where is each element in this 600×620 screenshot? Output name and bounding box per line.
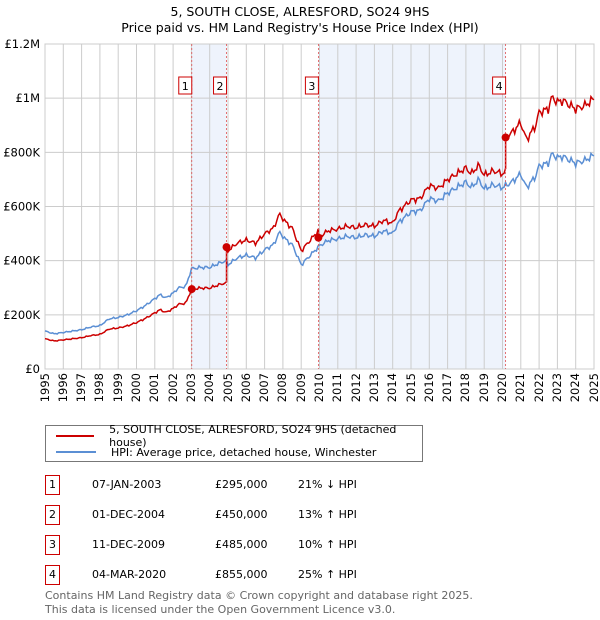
- x-tick-label: 2017: [440, 373, 455, 403]
- sale-label: 1: [182, 80, 189, 93]
- x-tick-label: 2020: [495, 373, 509, 403]
- sale-hpi-diff: 10% ↑ HPI: [298, 538, 357, 551]
- sale-price: £855,000: [215, 568, 268, 581]
- sale-price: £485,000: [215, 538, 268, 551]
- sale-number-badge: 1: [45, 475, 60, 495]
- sale-point: [314, 233, 323, 242]
- x-tick-label: 2002: [165, 373, 180, 403]
- x-tick-label: 2024: [568, 373, 583, 403]
- hpi-line: [44, 151, 595, 335]
- x-tick-label: 2015: [403, 373, 418, 403]
- footer-line-1: Contains HM Land Registry data © Crown c…: [45, 589, 473, 602]
- x-tick-label: 2000: [129, 373, 143, 403]
- sale-point: [222, 243, 231, 252]
- x-tick-label: 2016: [421, 373, 436, 403]
- sale-label-box: [178, 76, 193, 95]
- y-tick-label: £600K: [3, 200, 40, 214]
- y-tick-label: £1M: [15, 91, 40, 105]
- x-tick-label: 2021: [513, 373, 528, 403]
- x-tick-label: 2001: [147, 373, 162, 403]
- sale-number-badge: 4: [45, 565, 60, 585]
- x-tick-label: 2014: [385, 373, 400, 403]
- sale-date: 07-JAN-2003: [92, 478, 162, 491]
- legend: 5, SOUTH CLOSE, ALRESFORD, SO24 9HS (det…: [45, 423, 423, 462]
- x-tick-label: 1996: [55, 373, 70, 403]
- price-chart: £0 £200K £400K £600K £800K £1M £1.2M 1 2 3 4: [3, 37, 595, 376]
- sale-point: [187, 285, 196, 294]
- x-tick-label: 2008: [275, 373, 290, 403]
- sale-label-box: [213, 76, 228, 95]
- legend-swatch-red: [56, 435, 95, 437]
- y-tick-label: £0: [25, 362, 40, 376]
- sale-label: 2: [217, 80, 224, 93]
- plot-border: [44, 43, 595, 370]
- x-tick-label: 2019: [476, 373, 491, 403]
- y-tick-label: £1.2M: [4, 37, 40, 51]
- y-tick-label: £400K: [3, 254, 40, 268]
- x-tick-label: 2009: [293, 373, 308, 403]
- x-tick-label: 2011: [330, 373, 345, 403]
- sale-label-box: [492, 76, 507, 95]
- sale-number-badge: 2: [45, 505, 60, 525]
- sale-label: 4: [496, 80, 503, 93]
- x-tick-label: 2005: [220, 373, 235, 403]
- x-tick-label: 2004: [202, 373, 217, 403]
- chart-subtitle: Price paid vs. HM Land Registry's House …: [121, 20, 479, 35]
- x-tick-label: 1995: [37, 373, 52, 403]
- x-tick-label: 2010: [312, 373, 326, 403]
- y-tick-label: £800K: [3, 145, 40, 159]
- sale-hpi-diff: 21% ↓ HPI: [298, 478, 357, 491]
- x-tick-label: 2006: [238, 373, 253, 403]
- chart-title: 5, SOUTH CLOSE, ALRESFORD, SO24 9HS: [170, 4, 430, 19]
- sale-point: [501, 133, 510, 142]
- legend-item-hpi: HPI: Average price, detached house, Winc…: [56, 444, 376, 460]
- x-tick-label: 2025: [586, 373, 600, 403]
- sale-number-badge: 3: [45, 535, 60, 555]
- x-tick-label: 2013: [366, 373, 381, 403]
- x-tick-label: 1998: [92, 373, 107, 403]
- x-tick-label: 2012: [348, 373, 363, 403]
- sale-label: 3: [308, 80, 315, 93]
- legend-item-property: 5, SOUTH CLOSE, ALRESFORD, SO24 9HS (det…: [56, 423, 422, 449]
- x-tick-label: 2007: [257, 373, 272, 403]
- legend-swatch-blue: [56, 451, 96, 453]
- x-tick-label: 1997: [74, 373, 89, 403]
- sale-date: 01-DEC-2004: [92, 508, 166, 521]
- x-tick-label: 2018: [458, 373, 473, 403]
- x-tick-label: 2023: [549, 373, 564, 403]
- sale-hpi-diff: 13% ↑ HPI: [298, 508, 357, 521]
- y-tick-label: £200K: [3, 308, 40, 322]
- sale-date: 11-DEC-2009: [92, 538, 166, 551]
- sale-date: 04-MAR-2020: [92, 568, 167, 581]
- sale-label-box: [304, 76, 319, 95]
- footer-line-2: This data is licensed under the Open Gov…: [45, 603, 396, 616]
- sale-hpi-diff: 25% ↑ HPI: [298, 568, 357, 581]
- sale-price: £295,000: [215, 478, 268, 491]
- x-tick-label: 1999: [110, 373, 125, 403]
- x-tick-label: 2003: [183, 373, 198, 403]
- sale-price: £450,000: [215, 508, 268, 521]
- x-tick-label: 2022: [531, 373, 546, 403]
